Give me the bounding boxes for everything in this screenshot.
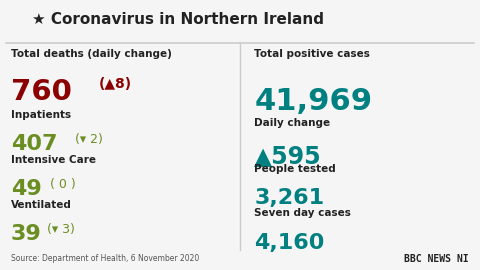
Text: Source: Department of Health, 6 November 2020: Source: Department of Health, 6 November… xyxy=(11,254,199,263)
Text: Ventilated: Ventilated xyxy=(11,200,72,210)
Text: 49: 49 xyxy=(11,179,42,199)
Text: Seven day cases: Seven day cases xyxy=(254,208,351,218)
Text: Daily change: Daily change xyxy=(254,118,330,128)
Text: Intensive Care: Intensive Care xyxy=(11,155,96,165)
Text: People tested: People tested xyxy=(254,164,336,174)
Text: ▲595: ▲595 xyxy=(254,144,322,168)
Text: Total deaths (daily change): Total deaths (daily change) xyxy=(11,49,172,59)
Text: Inpatients: Inpatients xyxy=(11,110,71,120)
Text: (▾ 3): (▾ 3) xyxy=(47,223,74,236)
Text: (▾ 2): (▾ 2) xyxy=(75,133,103,146)
Text: ( 0 ): ( 0 ) xyxy=(50,178,76,191)
Text: Total positive cases: Total positive cases xyxy=(254,49,370,59)
Text: BBC NEWS NI: BBC NEWS NI xyxy=(405,254,469,264)
Text: 3,261: 3,261 xyxy=(254,188,324,208)
Text: ★ Coronavirus in Northern Ireland: ★ Coronavirus in Northern Ireland xyxy=(33,12,324,27)
Text: 41,969: 41,969 xyxy=(254,87,372,116)
Text: 39: 39 xyxy=(11,224,42,244)
Text: (▲8): (▲8) xyxy=(99,77,132,91)
Text: 760: 760 xyxy=(11,77,72,106)
Text: 407: 407 xyxy=(11,134,58,154)
Text: 4,160: 4,160 xyxy=(254,232,324,252)
